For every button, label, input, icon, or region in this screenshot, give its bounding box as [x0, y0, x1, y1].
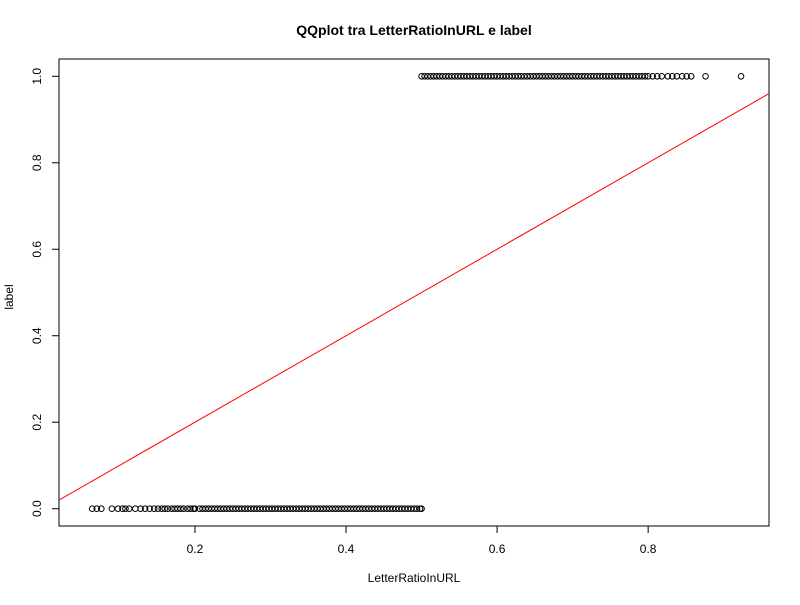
data-point	[644, 72, 652, 80]
data-point	[664, 72, 672, 80]
data-point	[177, 505, 184, 513]
data-point	[653, 72, 661, 80]
data-point	[687, 72, 695, 80]
x-tick-label: 0.8	[640, 542, 657, 556]
data-point	[191, 505, 199, 513]
y-axis-label: label	[2, 284, 16, 309]
data-point	[413, 505, 421, 513]
chart-title: QQplot tra LetterRatioInURL e label	[296, 22, 531, 38]
plot-frame	[58, 58, 770, 527]
data-point	[702, 72, 709, 80]
data-point	[97, 505, 105, 513]
y-tick-label: 0.4	[30, 327, 44, 344]
data-point	[137, 505, 144, 513]
x-axis-label: LetterRatioInURL	[368, 571, 461, 585]
x-tick-label: 0.2	[187, 542, 204, 556]
data-point	[146, 505, 153, 513]
y-tick-label: 1.0	[30, 68, 44, 85]
data-point	[119, 505, 126, 513]
y-tick-label: 0.2	[30, 414, 44, 431]
data-point	[641, 72, 649, 80]
data-point	[418, 505, 425, 513]
y-tick-label: 0.6	[30, 241, 44, 258]
data-point	[122, 505, 129, 513]
data-point	[180, 505, 187, 513]
y-tick-label: 0.8	[30, 154, 44, 171]
data-point	[108, 505, 116, 513]
data-point	[88, 505, 96, 513]
data-point	[164, 505, 172, 513]
y-tick-label: 0.0	[30, 500, 44, 517]
data-point	[114, 505, 122, 513]
x-tick-label: 0.4	[338, 542, 355, 556]
data-point	[683, 72, 690, 80]
data-point	[150, 505, 158, 513]
plot-area: 0.2 0.4 0.6 0.8 0.0 0.2 0.4 0.6 0.8 1.0	[30, 58, 770, 556]
data-point	[737, 72, 745, 80]
data-point	[141, 505, 149, 513]
data-point	[125, 505, 133, 513]
data-point	[187, 505, 194, 513]
data-point	[669, 72, 676, 80]
data-point	[649, 72, 656, 80]
x-tick-label: 0.6	[489, 542, 506, 556]
reference-line	[59, 93, 769, 501]
data-point	[131, 505, 139, 513]
data-point	[161, 505, 169, 513]
data-point	[93, 505, 101, 513]
data-point	[154, 505, 162, 513]
data-point	[678, 72, 686, 80]
